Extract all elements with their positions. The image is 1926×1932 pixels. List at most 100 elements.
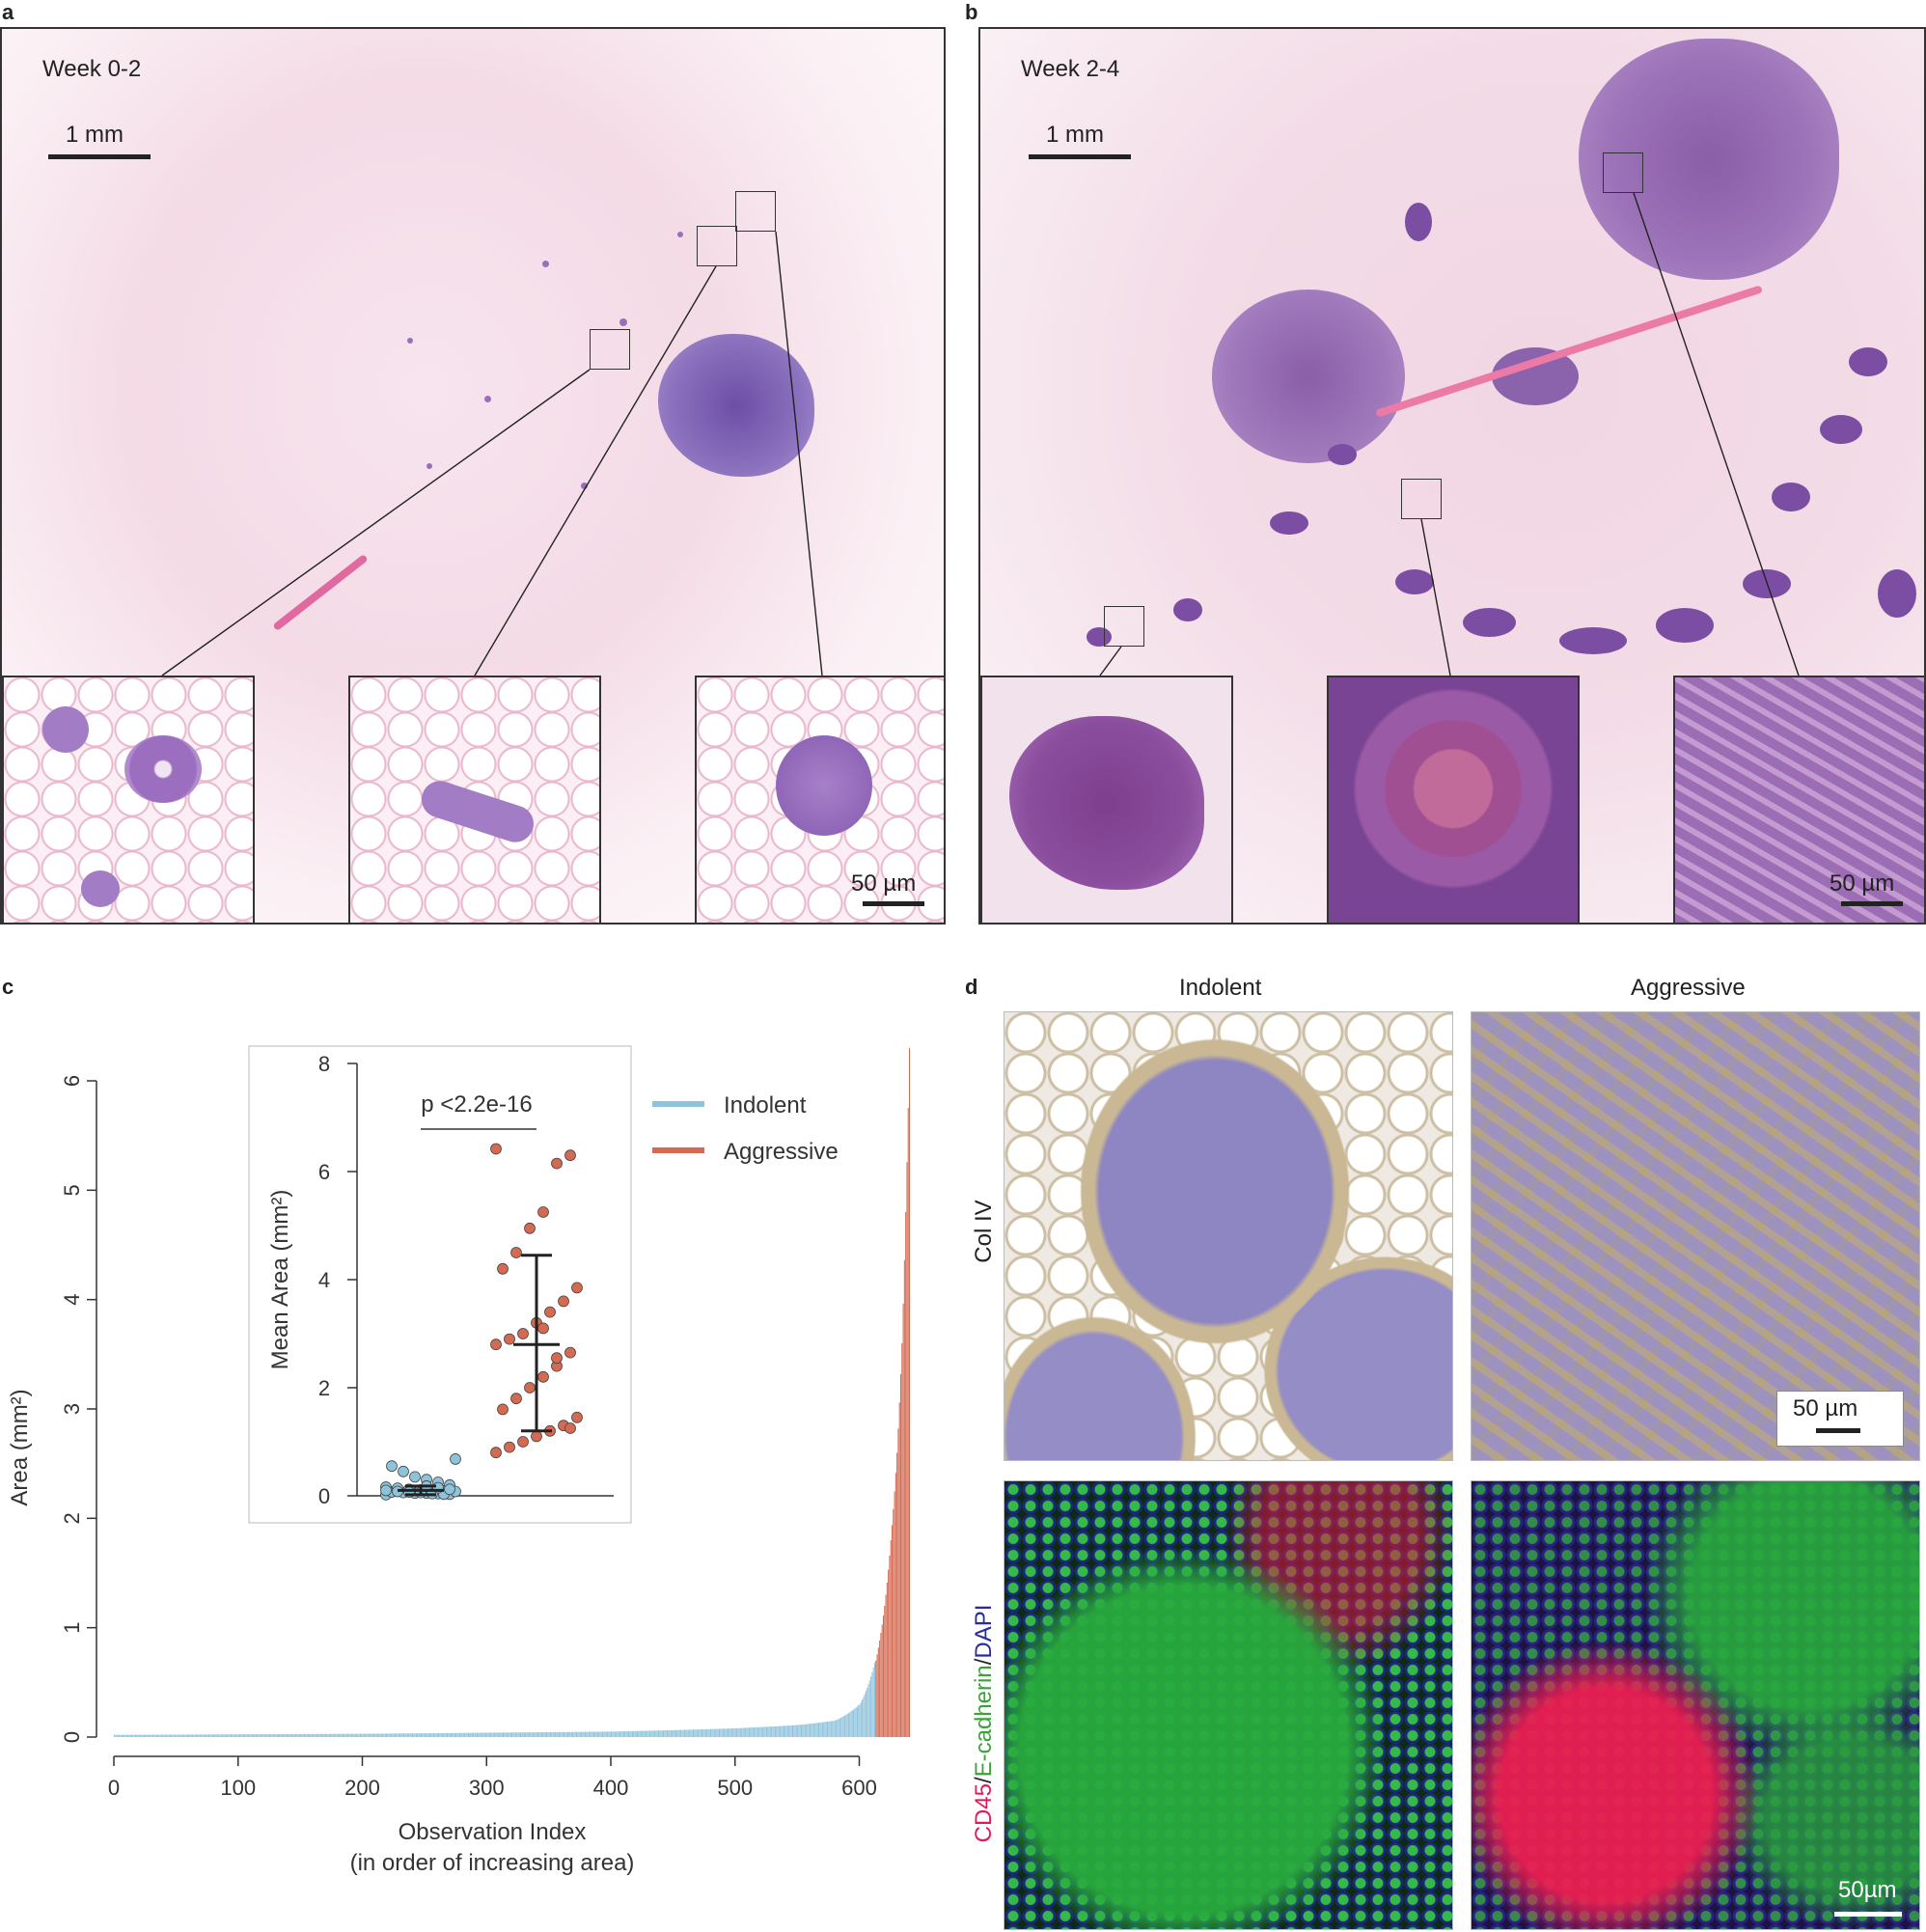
bar <box>159 1734 161 1737</box>
legend-label-indolent: Indolent <box>724 1092 807 1118</box>
bar <box>681 1729 683 1737</box>
bar <box>349 1733 351 1737</box>
bar <box>469 1732 471 1737</box>
bar <box>512 1732 514 1737</box>
bar <box>812 1723 813 1737</box>
data-point <box>537 1370 549 1383</box>
bar <box>487 1732 489 1737</box>
bar <box>655 1730 657 1737</box>
bar <box>383 1733 385 1737</box>
bar <box>141 1734 143 1737</box>
bar <box>147 1734 149 1737</box>
bar <box>906 1162 908 1737</box>
bar <box>907 1107 909 1737</box>
bar <box>837 1719 839 1737</box>
bar <box>380 1733 382 1737</box>
bar <box>748 1727 750 1737</box>
bar <box>123 1734 124 1737</box>
bar <box>160 1734 162 1737</box>
bar <box>547 1731 549 1737</box>
bar <box>171 1734 173 1737</box>
bar <box>759 1726 761 1737</box>
bar <box>389 1733 391 1737</box>
bar <box>246 1734 248 1737</box>
bar <box>609 1731 611 1737</box>
bar <box>863 1697 865 1737</box>
bar <box>522 1732 524 1737</box>
bar <box>225 1734 227 1737</box>
ihc-col-iv-indolent <box>1004 1011 1453 1461</box>
bar <box>330 1733 332 1737</box>
bar <box>647 1730 649 1737</box>
bar <box>782 1725 784 1737</box>
bar <box>637 1730 639 1737</box>
bar <box>538 1732 540 1737</box>
bar <box>399 1733 401 1737</box>
bar <box>806 1724 808 1737</box>
bar <box>298 1733 300 1737</box>
bar <box>388 1733 390 1737</box>
bar <box>215 1734 217 1737</box>
bar <box>374 1733 376 1737</box>
bar <box>698 1729 700 1737</box>
inset-scale-label: 50 µm <box>1830 870 1895 897</box>
bar <box>717 1728 719 1737</box>
bar <box>310 1733 312 1737</box>
data-point <box>571 1282 583 1294</box>
y-tick-label: 6 <box>60 1075 84 1087</box>
bar <box>277 1733 279 1737</box>
ihc-col-iv-aggressive: 50 µm <box>1471 1011 1920 1461</box>
bar <box>228 1734 230 1737</box>
bar <box>305 1733 307 1737</box>
bar <box>270 1734 272 1737</box>
legend: Indolent Aggressive <box>652 1092 839 1165</box>
data-point <box>571 1411 583 1423</box>
bar <box>418 1733 420 1737</box>
bar <box>258 1734 260 1737</box>
bar <box>350 1733 352 1737</box>
bar <box>651 1730 653 1737</box>
bar <box>480 1732 482 1737</box>
bar <box>558 1731 560 1737</box>
roi-box-3 <box>1603 152 1643 193</box>
bar <box>358 1733 360 1737</box>
bar <box>475 1732 477 1737</box>
week-label: Week 2-4 <box>1021 56 1120 82</box>
row-label-col-iv: Col IV <box>971 1200 997 1263</box>
bar <box>802 1725 804 1737</box>
bar <box>604 1731 606 1737</box>
data-point <box>524 1222 536 1234</box>
tumor-nodule <box>1405 203 1432 241</box>
bar <box>682 1729 684 1737</box>
bar <box>733 1727 735 1737</box>
bar <box>889 1555 891 1737</box>
bar <box>836 1720 838 1737</box>
bar <box>518 1732 520 1737</box>
tumor-nodule <box>1656 608 1714 643</box>
bar <box>370 1733 371 1737</box>
bar <box>700 1729 702 1737</box>
data-point <box>490 1447 502 1459</box>
bar <box>359 1733 361 1737</box>
data-point <box>504 1441 515 1453</box>
bar <box>789 1725 791 1737</box>
bar <box>324 1733 326 1737</box>
bar <box>207 1734 209 1737</box>
x-tick-label: 0 <box>108 1776 120 1800</box>
bar <box>499 1732 501 1737</box>
bar <box>435 1732 437 1737</box>
bar <box>865 1691 867 1737</box>
panel-letter-c: c <box>2 975 14 999</box>
bar <box>327 1733 329 1737</box>
bar <box>133 1734 135 1737</box>
bar <box>367 1733 369 1737</box>
roi-box-3 <box>735 191 776 232</box>
bar <box>467 1732 469 1737</box>
bar <box>189 1734 191 1737</box>
bar <box>303 1733 306 1737</box>
bar <box>833 1721 835 1737</box>
bar <box>342 1733 344 1737</box>
bar <box>462 1732 464 1737</box>
bar <box>504 1732 506 1737</box>
bar <box>235 1734 237 1737</box>
